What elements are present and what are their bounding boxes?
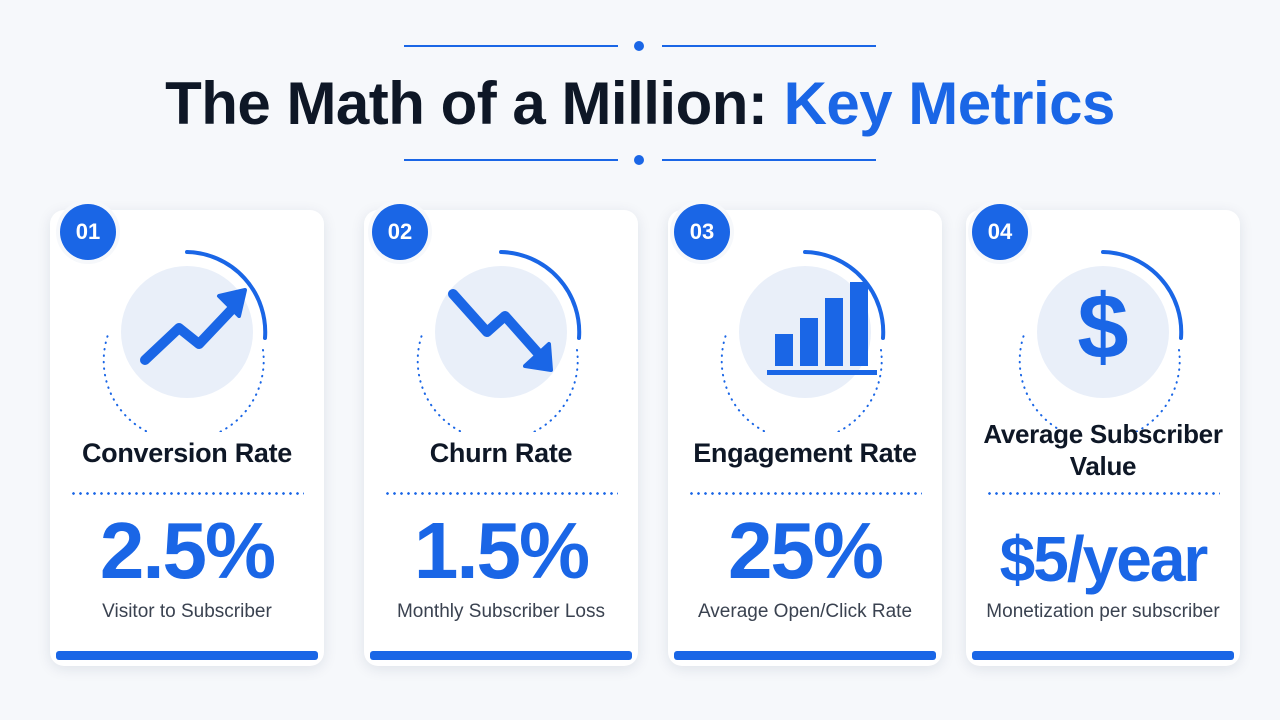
dotted-divider bbox=[384, 492, 618, 495]
metric-card-subscriber-value: $ Average Subscriber Value $5/year Monet… bbox=[966, 210, 1240, 666]
metric-card-engagement: Engagement Rate 25% Average Open/Click R… bbox=[668, 210, 942, 666]
card-number-badge: 01 bbox=[60, 204, 116, 260]
page-title: The Math of a Million: Key Metrics bbox=[0, 68, 1280, 140]
header: The Math of a Million: Key Metrics bbox=[0, 0, 1280, 190]
top-ornament-rule bbox=[400, 40, 880, 52]
churn-icon-circle bbox=[416, 250, 582, 432]
card-accent-bar bbox=[674, 651, 936, 660]
bottom-ornament-rule bbox=[400, 154, 880, 166]
subscriber-value-icon-circle: $ bbox=[1018, 250, 1184, 432]
metric-caption: Monetization per subscriber bbox=[986, 601, 1220, 622]
metric-caption: Average Open/Click Rate bbox=[697, 601, 913, 622]
metric-title: Conversion Rate bbox=[81, 438, 293, 468]
metric-title: Average Subscriber Value bbox=[983, 419, 1223, 481]
dotted-divider bbox=[688, 492, 922, 495]
title-accent: Key Metrics bbox=[783, 70, 1116, 137]
metric-title: Churn Rate bbox=[429, 438, 573, 468]
trend-up-icon bbox=[140, 288, 247, 365]
metric-card-conversion: Conversion Rate 2.5% Visitor to Subscrib… bbox=[50, 210, 324, 666]
dotted-divider bbox=[986, 492, 1220, 495]
trend-down-icon bbox=[448, 289, 553, 372]
card-number-badge: 02 bbox=[372, 204, 428, 260]
engagement-icon-circle bbox=[720, 250, 886, 432]
metric-card-churn: Churn Rate 1.5% Monthly Subscriber Loss bbox=[364, 210, 638, 666]
metric-caption: Monthly Subscriber Loss bbox=[396, 601, 606, 622]
metric-value: 2.5% bbox=[99, 506, 276, 595]
metric-value: 25% bbox=[727, 506, 884, 595]
card-number-badge: 04 bbox=[972, 204, 1028, 260]
card-accent-bar bbox=[972, 651, 1234, 660]
card-accent-bar bbox=[56, 651, 318, 660]
dotted-divider bbox=[70, 492, 304, 495]
bar-chart-icon bbox=[767, 282, 877, 375]
metric-value: 1.5% bbox=[413, 506, 590, 595]
dollar-icon: $ bbox=[1077, 276, 1128, 378]
title-main: The Math of a Million: bbox=[165, 70, 768, 137]
card-number-badge: 03 bbox=[674, 204, 730, 260]
card-accent-bar bbox=[370, 651, 632, 660]
metric-title: Engagement Rate bbox=[693, 438, 917, 468]
conversion-icon-circle bbox=[102, 250, 268, 432]
metric-caption: Visitor to Subscriber bbox=[102, 601, 272, 622]
metric-value: $5/year bbox=[999, 523, 1209, 595]
